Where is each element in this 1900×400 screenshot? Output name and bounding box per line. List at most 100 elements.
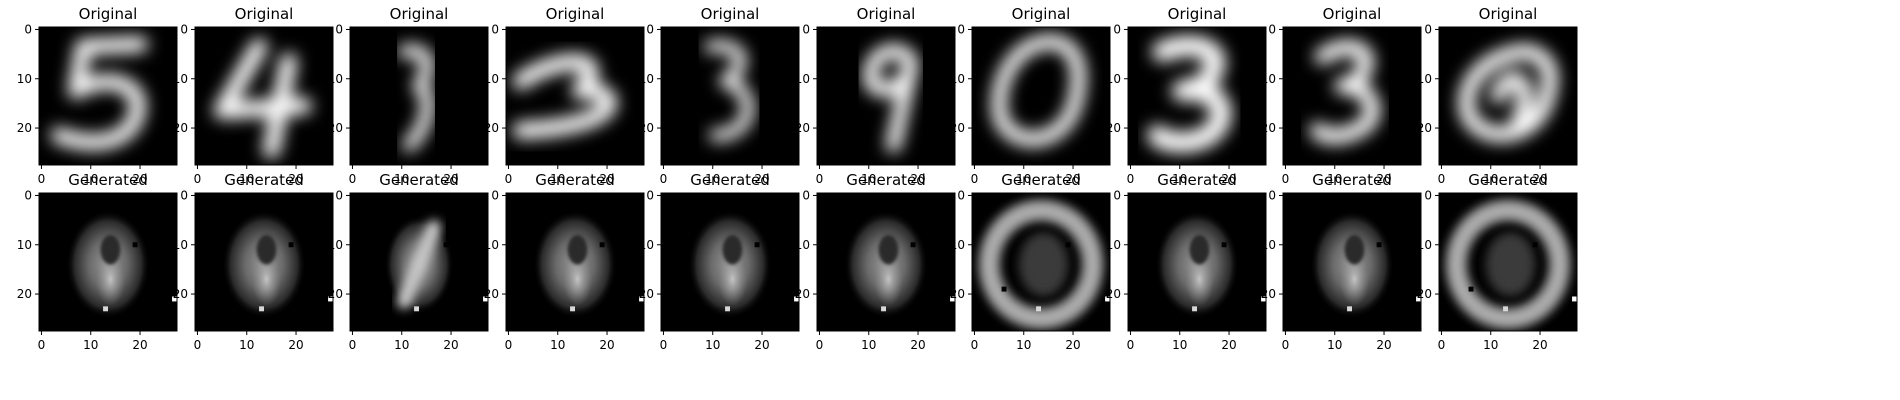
y-tick-label: 10 [17, 238, 32, 252]
image-content [222, 210, 333, 319]
artifact-pixel [1036, 306, 1041, 312]
axes-frame [505, 26, 645, 166]
digit-stroke [397, 44, 434, 152]
original-panel: Original 0 10 20 0 10 20 [484, 5, 645, 186]
x-tick-label: 0 [1438, 338, 1446, 352]
y-tick-label: 20 [17, 121, 32, 135]
panel-title: Generated [379, 171, 459, 189]
y-tick-label: 0 [1424, 188, 1432, 202]
y-tick-label: 10 [173, 238, 188, 252]
original-panel: Original 0 10 20 0 10 20 [1261, 5, 1422, 186]
y-tick-label: 10 [950, 238, 965, 252]
axes-frame [38, 26, 178, 166]
x-tick-label: 10 [1327, 338, 1342, 352]
generated-core [1485, 232, 1536, 297]
x-tick-label: 0 [349, 172, 357, 186]
original-panel: Original 0 10 20 0 10 20 [1106, 5, 1267, 186]
y-tick-label: 20 [173, 287, 188, 301]
x-tick-label: 10 [1016, 338, 1031, 352]
image-content [1310, 210, 1421, 319]
x-tick-label: 20 [288, 338, 303, 352]
image-content [66, 210, 177, 319]
x-tick-label: 20 [1376, 172, 1391, 186]
image-content [533, 210, 644, 319]
panel-title: Original [1323, 5, 1382, 23]
y-tick-label: 10 [795, 72, 810, 86]
axes-frame [349, 26, 489, 166]
artifact-pixel [1261, 296, 1266, 302]
image-content [704, 40, 755, 142]
y-tick-label: 0 [957, 188, 965, 202]
axes-frame [816, 26, 956, 166]
y-tick-label: 10 [950, 72, 965, 86]
artifact-pixel [483, 296, 488, 302]
artifact-pixel [1065, 242, 1071, 248]
y-tick-label: 0 [24, 188, 32, 202]
artifact-pixel [1416, 296, 1421, 302]
x-tick-label: 20 [1532, 338, 1547, 352]
axes-frame [1282, 26, 1422, 166]
x-tick-label: 20 [754, 338, 769, 352]
x-tick-label: 10 [550, 338, 565, 352]
x-tick-label: 10 [705, 338, 720, 352]
panel-title: Original [235, 5, 294, 23]
x-tick-label: 0 [816, 172, 824, 186]
x-tick-label: 10 [550, 172, 565, 186]
x-tick-label: 20 [443, 338, 458, 352]
digit-stroke [991, 34, 1087, 147]
y-tick-label: 20 [1417, 287, 1432, 301]
panel-title: Generated [1312, 171, 1392, 189]
generated-panel: Generated 0 10 20 0 10 20 [795, 171, 956, 352]
original-panel: Original 0 10 20 0 10 20 [173, 5, 334, 186]
image-content [688, 210, 799, 319]
generated-panel: Generated 0 10 20 0 10 20 [950, 171, 1111, 352]
y-tick-label: 20 [950, 287, 965, 301]
generated-core [717, 252, 748, 307]
axes-frame [660, 26, 800, 166]
x-tick-label: 20 [599, 338, 614, 352]
generated-hole [1189, 234, 1210, 265]
generated-panel: Generated 0 10 20 0 10 20 [639, 171, 800, 352]
artifact-pixel [881, 306, 886, 312]
x-tick-label: 0 [505, 338, 513, 352]
panel-title: Generated [1157, 171, 1237, 189]
generated-hole [878, 234, 899, 265]
y-tick-label: 0 [802, 188, 810, 202]
axes-frame [38, 192, 178, 332]
x-tick-label: 20 [132, 172, 147, 186]
y-tick-label: 0 [1424, 22, 1432, 36]
x-tick-label: 20 [910, 338, 925, 352]
artifact-pixel [1001, 286, 1007, 292]
x-tick-label: 0 [1282, 338, 1290, 352]
y-tick-label: 20 [1417, 121, 1432, 135]
axes-frame [194, 26, 334, 166]
y-tick-label: 0 [646, 188, 654, 202]
y-tick-label: 20 [17, 287, 32, 301]
artifact-pixel [1532, 242, 1538, 248]
artifact-pixel [1503, 306, 1508, 312]
x-tick-label: 20 [1065, 338, 1080, 352]
digit-stroke [1309, 39, 1381, 145]
artifact-pixel [288, 242, 294, 248]
x-tick-label: 20 [754, 172, 769, 186]
original-panel: Original 0 10 20 0 10 20 [328, 5, 489, 186]
x-tick-label: 20 [132, 338, 147, 352]
generated-core [251, 252, 282, 307]
generated-hole [1344, 234, 1365, 265]
x-tick-label: 20 [1065, 172, 1080, 186]
axes-frame [1127, 26, 1267, 166]
y-tick-label: 10 [484, 238, 499, 252]
image-content [384, 215, 488, 314]
image-content [978, 199, 1110, 330]
y-tick-label: 0 [1268, 22, 1276, 36]
panel-title: Original [857, 5, 916, 23]
y-tick-label: 10 [173, 72, 188, 86]
generated-core [1184, 252, 1215, 307]
axes-frame [505, 192, 645, 332]
image-content [1445, 199, 1577, 330]
artifact-pixel [639, 296, 644, 302]
artifact-pixel [1468, 286, 1474, 292]
axes-frame [971, 192, 1111, 332]
y-tick-label: 10 [328, 72, 343, 86]
